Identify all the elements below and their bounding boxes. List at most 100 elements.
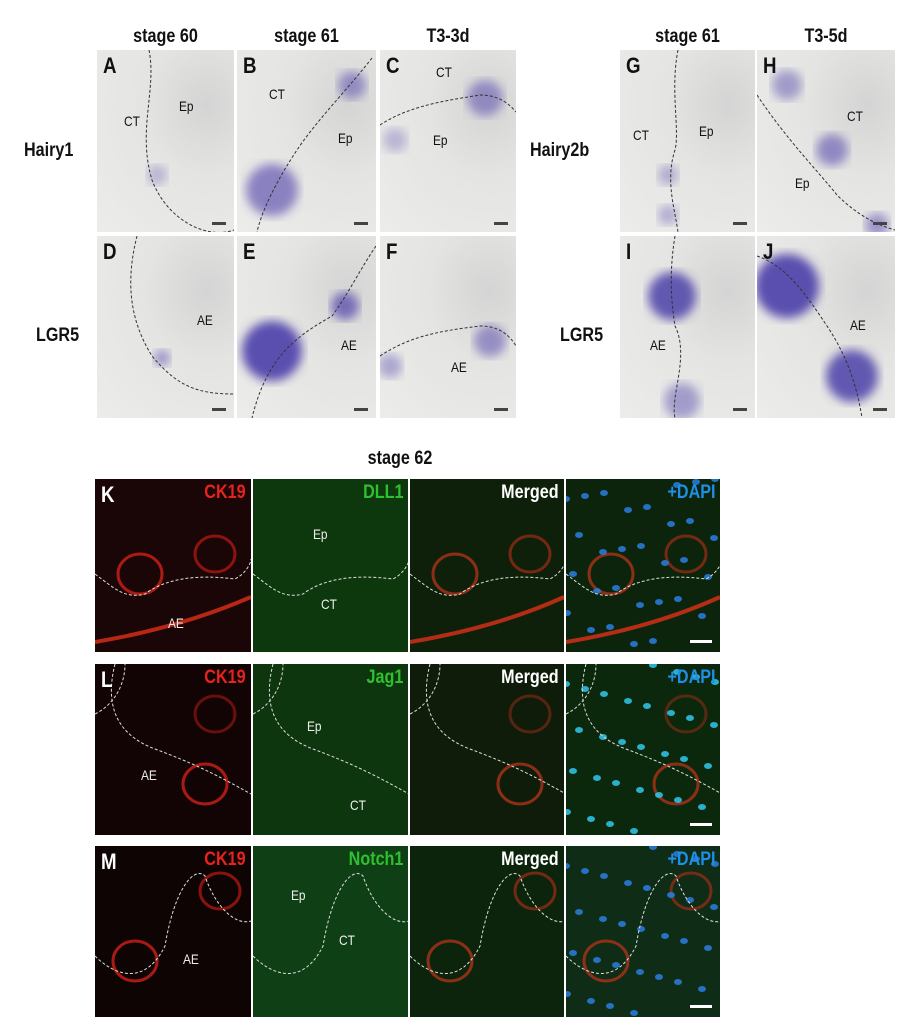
- stain-signal: [242, 321, 302, 381]
- region-label: Ep: [433, 132, 448, 148]
- channel-label: CK19: [204, 667, 246, 688]
- row-label: LGR5: [36, 325, 80, 346]
- dapi-nucleus: [637, 926, 645, 932]
- dapi-nucleus: [600, 490, 608, 496]
- stain-signal: [338, 71, 366, 99]
- ck19-signal: [664, 694, 708, 734]
- region-label: Ep: [179, 98, 194, 114]
- dapi-nucleus: [624, 507, 632, 513]
- dapi-nucleus: [711, 679, 719, 685]
- dapi-nucleus: [606, 624, 614, 630]
- region-label: Ep: [795, 175, 810, 191]
- region-label: CT: [350, 797, 366, 813]
- panel-letter: B: [243, 53, 257, 78]
- region-label: CT: [847, 108, 863, 124]
- channel-label: Jag1: [366, 667, 403, 688]
- scale-bar: [733, 222, 747, 225]
- panel-letter: J: [763, 239, 774, 264]
- stain-signal: [383, 128, 407, 152]
- ish-panel-F: F AE: [380, 236, 516, 418]
- dapi-nucleus: [581, 868, 589, 874]
- dapi-nucleus: [704, 574, 712, 580]
- fluor-panel-M-2: Notch1 Ep CT: [253, 846, 408, 1017]
- dapi-nucleus: [649, 846, 657, 850]
- fluor-panel-L-4: +DAPI: [566, 664, 720, 835]
- boundary-line: [566, 664, 720, 794]
- region-label: CT: [339, 932, 355, 948]
- fluor-panel-M-3: Merged: [410, 846, 564, 1017]
- dapi-nucleus: [661, 751, 669, 757]
- region-label: CT: [436, 64, 452, 80]
- dapi-nucleus: [566, 991, 571, 997]
- dapi-nucleus: [674, 596, 682, 602]
- green-background: [410, 664, 564, 835]
- region-label: CT: [321, 596, 337, 612]
- red-band: [410, 595, 564, 644]
- dapi-nucleus: [704, 763, 712, 769]
- stain-signal: [474, 325, 506, 357]
- green-background: [410, 846, 564, 1017]
- dapi-nucleus: [680, 938, 688, 944]
- stain-signal: [380, 354, 402, 378]
- boundary-line: [145, 50, 234, 232]
- ck19-signal: [508, 534, 552, 574]
- fluor-panel-M-4: +DAPI: [566, 846, 720, 1017]
- dapi-nucleus: [673, 669, 681, 675]
- channel-label: Merged: [501, 667, 559, 688]
- panel-letter: E: [243, 239, 256, 264]
- dapi-nucleus: [599, 734, 607, 740]
- row-label: Hairy1: [24, 140, 74, 161]
- ish-panel-E: E AE: [237, 236, 376, 418]
- dapi-nucleus: [599, 549, 607, 555]
- scale-bar: [212, 408, 226, 411]
- region-label: Ep: [291, 887, 306, 903]
- dapi-nucleus: [569, 950, 577, 956]
- boundary-line: [95, 558, 251, 596]
- dapi-nucleus: [606, 1003, 614, 1009]
- panel-letter: C: [386, 53, 400, 78]
- column-header: stage 60: [133, 26, 198, 47]
- dapi-nucleus: [674, 979, 682, 985]
- dapi-nucleus: [587, 998, 595, 1004]
- dapi-nucleus: [661, 560, 669, 566]
- boundary-line: [380, 325, 516, 357]
- row-label: Hairy2b: [530, 140, 590, 161]
- ck19-signal: [116, 552, 164, 596]
- dapi-nucleus: [618, 546, 626, 552]
- ck19-signal: [587, 552, 635, 596]
- channel-label: CK19: [204, 849, 246, 870]
- fluor-panel-M-1: M CK19 AE: [95, 846, 251, 1017]
- dapi-nucleus: [606, 821, 614, 827]
- ck19-signal: [193, 534, 237, 574]
- ish-panel-G: G CT Ep: [620, 50, 755, 232]
- dapi-nucleus: [630, 641, 638, 647]
- scale-bar: [494, 408, 508, 411]
- channel-label: Merged: [501, 849, 559, 870]
- dapi-nucleus: [612, 585, 620, 591]
- dapi-nucleus: [673, 851, 681, 857]
- dapi-nucleus: [581, 493, 589, 499]
- dapi-nucleus: [692, 674, 700, 680]
- fluor-panel-L-1: L CK19 AE: [95, 664, 251, 835]
- ish-panel-I: I AE: [620, 236, 755, 418]
- stain-signal: [246, 164, 298, 216]
- channel-label: Merged: [501, 482, 559, 503]
- channel-label: DLL1: [362, 482, 403, 503]
- dapi-nucleus: [612, 962, 620, 968]
- dapi-nucleus: [593, 588, 601, 594]
- fluor-panel-L-2: Jag1 Ep CT: [253, 664, 408, 835]
- dapi-nucleus: [587, 627, 595, 633]
- stain-signal: [147, 165, 167, 185]
- channel-label: +DAPI: [666, 667, 715, 688]
- region-label: CT: [124, 113, 140, 129]
- dapi-nucleus: [575, 909, 583, 915]
- red-band: [566, 595, 720, 644]
- region-label: AE: [141, 767, 157, 783]
- boundary-line: [253, 561, 408, 596]
- region-label: CT: [269, 86, 285, 102]
- boundary-line: [130, 236, 234, 395]
- dapi-nucleus: [618, 921, 626, 927]
- channel-label: Notch1: [348, 849, 403, 870]
- stain-signal: [816, 134, 848, 166]
- dapi-nucleus: [618, 739, 626, 745]
